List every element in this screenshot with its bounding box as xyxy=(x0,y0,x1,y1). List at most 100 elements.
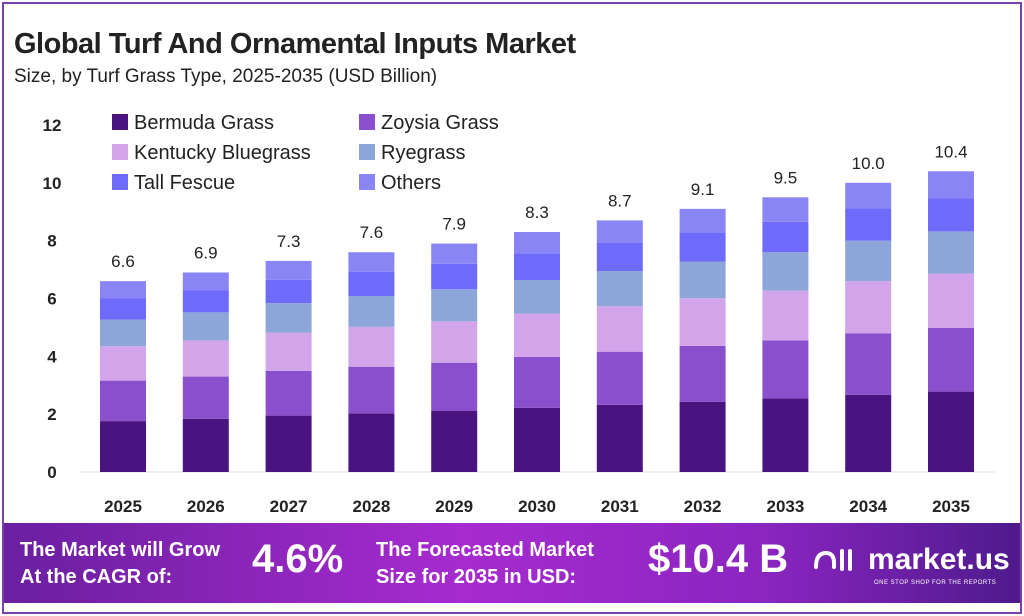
bar-segment-zoysia-grass xyxy=(928,327,974,392)
y-tick-label: 10 xyxy=(43,174,62,193)
bar-segment-tall-fescue xyxy=(762,221,809,253)
bar-segment-ryegrass xyxy=(845,240,892,282)
bar-segment-others xyxy=(100,281,146,299)
bar-segment-zoysia-grass xyxy=(265,370,312,416)
total-label: 9.1 xyxy=(691,180,715,199)
cagr-label-line2: At the CAGR of: xyxy=(20,566,173,588)
legend-label: Kentucky Bluegrass xyxy=(134,142,311,164)
legend-label: Ryegrass xyxy=(381,142,465,164)
legend-swatch xyxy=(112,144,128,160)
bar-segment-kentucky-bluegrass xyxy=(182,340,229,377)
market-us-logo: market.us xyxy=(812,543,1010,577)
legend-swatch xyxy=(359,114,375,130)
bar-segment-bermuda-grass xyxy=(762,398,809,472)
bar-segment-kentucky-bluegrass xyxy=(596,306,643,352)
bar-segment-zoysia-grass xyxy=(348,366,395,414)
bar-segment-bermuda-grass xyxy=(514,407,560,472)
y-tick-label: 8 xyxy=(47,232,56,251)
bar-segment-ryegrass xyxy=(679,261,726,299)
bar-segment-zoysia-grass xyxy=(596,351,643,405)
bar-segment-kentucky-bluegrass xyxy=(431,321,478,363)
logo-text: market.us xyxy=(868,543,1010,576)
bar-segment-others xyxy=(679,208,726,233)
bar-segment-ryegrass xyxy=(265,303,312,333)
bar-segment-tall-fescue xyxy=(182,290,229,313)
total-label: 9.5 xyxy=(774,168,798,187)
bar-segment-bermuda-grass xyxy=(596,404,643,472)
bar-segment-tall-fescue xyxy=(514,253,560,280)
bar-segment-ryegrass xyxy=(762,252,809,291)
legend-swatch xyxy=(112,114,128,130)
bar-segment-ryegrass xyxy=(928,231,974,274)
bar-segment-kentucky-bluegrass xyxy=(762,290,809,341)
total-label: 10.4 xyxy=(934,142,967,161)
x-tick-label: 2035 xyxy=(932,497,970,516)
bar-segment-ryegrass xyxy=(348,296,395,327)
total-label: 7.6 xyxy=(360,223,384,242)
y-tick-label: 12 xyxy=(43,116,62,135)
cagr-label-line1: The Market will Grow xyxy=(20,539,221,561)
bar-segment-others xyxy=(514,231,560,254)
bar-segment-ryegrass xyxy=(596,271,643,307)
bar-segment-bermuda-grass xyxy=(100,421,146,472)
bar-segment-others xyxy=(348,252,395,272)
bar-segment-tall-fescue xyxy=(845,208,892,241)
legend-swatch xyxy=(112,174,128,190)
cagr-value: 4.6% xyxy=(252,537,344,581)
bar-segment-others xyxy=(596,220,643,243)
bar-segment-tall-fescue xyxy=(431,263,478,290)
x-tick-label: 2030 xyxy=(518,497,556,516)
bar-segment-others xyxy=(431,243,478,264)
bar-segment-others xyxy=(928,171,974,199)
x-tick-label: 2033 xyxy=(766,497,804,516)
x-tick-label: 2034 xyxy=(849,497,887,516)
bar-segment-tall-fescue xyxy=(928,198,974,232)
bar-segment-zoysia-grass xyxy=(845,333,892,395)
bar-segment-bermuda-grass xyxy=(845,394,892,472)
bar-segment-bermuda-grass xyxy=(265,415,312,472)
bar-segment-tall-fescue xyxy=(100,298,146,320)
bar-segment-ryegrass xyxy=(182,312,229,341)
bar-segment-kentucky-bluegrass xyxy=(845,281,892,334)
bar-segment-zoysia-grass xyxy=(431,362,478,411)
y-tick-label: 6 xyxy=(47,290,56,309)
legend-swatch xyxy=(359,174,375,190)
bar-segment-tall-fescue xyxy=(348,271,395,297)
bar-segment-kentucky-bluegrass xyxy=(928,273,974,328)
bar-segment-others xyxy=(182,272,229,291)
total-label: 7.9 xyxy=(442,215,466,234)
bar-segment-bermuda-grass xyxy=(348,413,395,472)
bar-segment-kentucky-bluegrass xyxy=(265,332,312,371)
bar-segment-zoysia-grass xyxy=(514,356,560,408)
stacked-bar-chart: 0 2 4 6 8 10 12 6.6 2025 6.9 2026 7.3 2027 7.6 2028 7.9… xyxy=(43,112,995,516)
size-label-line2: Size for 2035 in USD: xyxy=(376,566,577,588)
legend-swatch xyxy=(359,144,375,160)
bar-segment-kentucky-bluegrass xyxy=(348,326,395,367)
chart-subtitle: Size, by Turf Grass Type, 2025-2035 (USD… xyxy=(14,66,438,87)
total-label: 8.3 xyxy=(525,203,549,222)
bar-segment-kentucky-bluegrass xyxy=(100,346,146,381)
logo-tagline: ONE STOP SHOP FOR THE REPORTS xyxy=(874,580,997,586)
bar-segment-bermuda-grass xyxy=(679,401,726,472)
legend-label: Bermuda Grass xyxy=(134,112,274,134)
x-tick-label: 2032 xyxy=(684,497,722,516)
bar-segment-zoysia-grass xyxy=(100,380,146,422)
total-label: 6.9 xyxy=(194,243,218,262)
bar-segment-ryegrass xyxy=(100,319,146,347)
y-tick-label: 2 xyxy=(47,405,56,424)
total-label: 10.0 xyxy=(852,154,885,173)
bar-segment-ryegrass xyxy=(514,279,560,314)
total-label: 8.7 xyxy=(608,191,632,210)
total-label: 7.3 xyxy=(277,232,301,251)
bar-segment-kentucky-bluegrass xyxy=(514,313,560,357)
bar-segment-tall-fescue xyxy=(596,242,643,272)
y-tick-label: 4 xyxy=(47,347,57,366)
bar-segment-tall-fescue xyxy=(679,232,726,262)
summary-banner: The Market will Grow At the CAGR of: 4.6%… xyxy=(4,523,1020,603)
x-tick-label: 2025 xyxy=(104,497,142,516)
y-tick-label: 0 xyxy=(47,463,56,482)
x-tick-label: 2028 xyxy=(352,497,390,516)
bar-segment-bermuda-grass xyxy=(928,391,974,472)
x-tick-label: 2027 xyxy=(270,497,308,516)
